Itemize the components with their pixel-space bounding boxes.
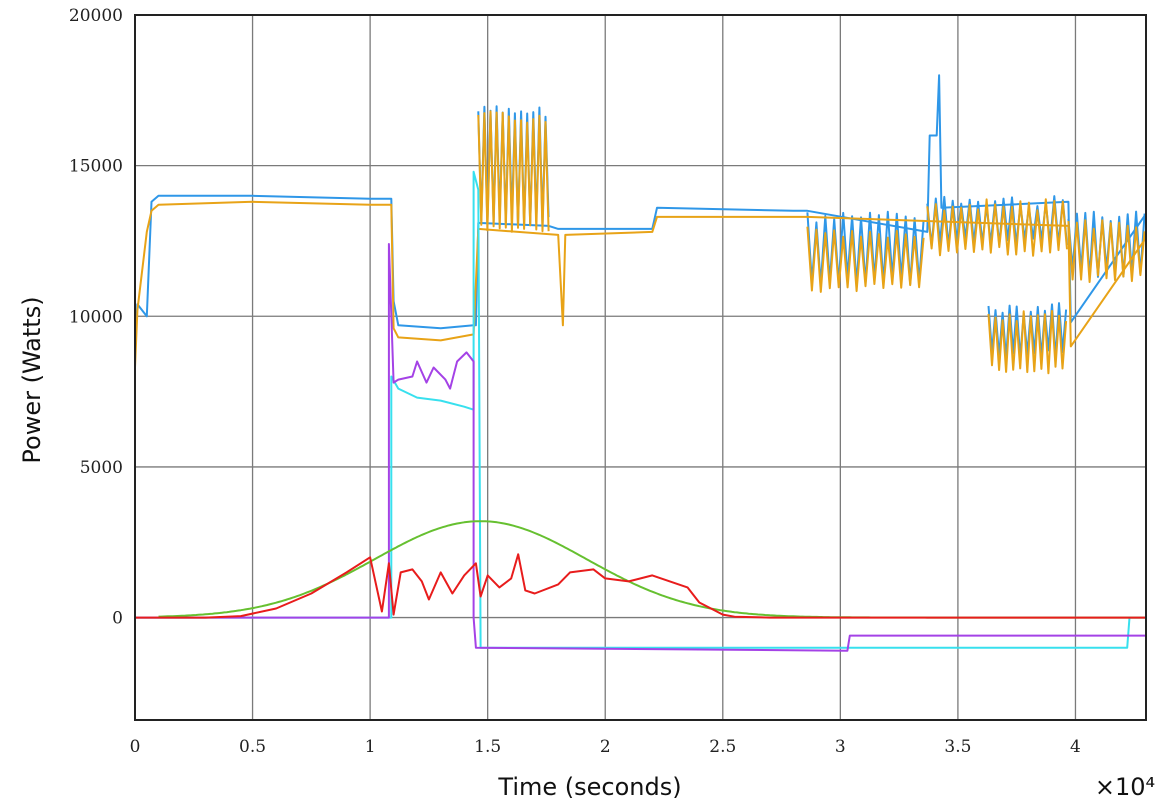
x-tick-label: 2.5: [709, 737, 736, 757]
plot-frame: [134, 14, 1147, 721]
grid-lines: [135, 15, 1146, 720]
x-tick-label: 1: [365, 737, 376, 757]
series-2-oscillation-5: [1067, 219, 1146, 283]
x-tick-label: 4: [1070, 737, 1081, 757]
series-1-line: [134, 74, 1147, 347]
x-tick-label: 1.5: [474, 737, 501, 757]
tick-labels: 0 0.5 1 1.5 2 2.5 3 3.5 4 0 5000 10000 15000 20000: [69, 6, 1081, 757]
y-tick-label: 5000: [80, 458, 123, 478]
series-5-line: [158, 520, 1146, 619]
series-4-line: [135, 243, 1146, 652]
series-group: [134, 74, 1147, 652]
series-2-oscillation-4: [987, 310, 1068, 375]
x-tick-label: 2: [600, 737, 611, 757]
series-2-line: [134, 200, 1147, 368]
x-tick-label: 0.5: [239, 737, 266, 757]
x-tick-label: 0: [130, 737, 141, 757]
y-tick-label: 0: [112, 609, 123, 629]
series-2-oscillation-3: [926, 198, 1068, 257]
x-tick-label: 3: [835, 737, 846, 757]
y-tick-label: 15000: [69, 157, 123, 177]
series-2-oscillation-1: [477, 110, 550, 233]
y-axis-label: Power (Watts): [18, 296, 46, 463]
y-tick-label: 20000: [69, 6, 123, 26]
y-tick-label: 10000: [69, 307, 123, 327]
series-2-oscillation-2: [806, 226, 925, 293]
series-3-line: [135, 170, 1146, 649]
x-axis-label: Time (seconds): [497, 773, 681, 801]
series-6-line: [135, 553, 1146, 619]
x-tick-label: 3.5: [944, 737, 971, 757]
x-axis-multiplier: ×10⁴: [1095, 773, 1155, 801]
